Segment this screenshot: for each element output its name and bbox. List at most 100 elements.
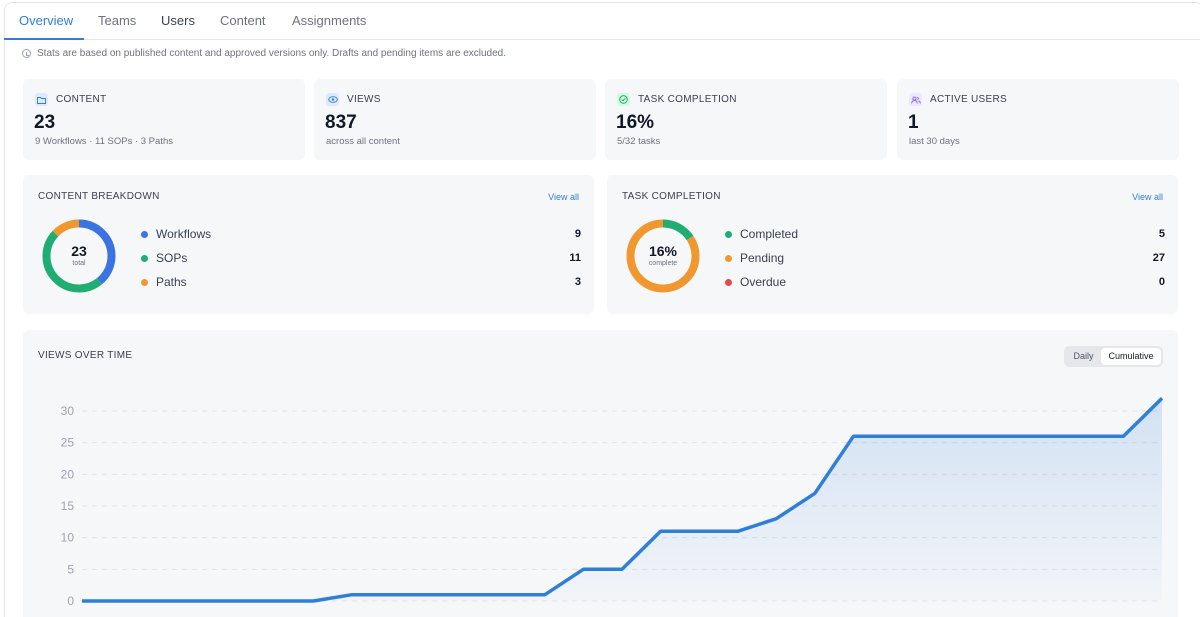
y-tick-label: 25: [61, 436, 75, 450]
data-point: [813, 491, 817, 495]
data-point: [581, 567, 585, 571]
panel-title: VIEWS OVER TIME: [38, 350, 133, 361]
tab-content[interactable]: Content: [220, 13, 266, 28]
stat-subtext: last 30 days: [909, 136, 960, 147]
legend-dot: [141, 230, 148, 238]
y-tick-label: 20: [61, 467, 75, 481]
check-circle-icon: [617, 93, 630, 106]
series-line: [82, 397, 1164, 603]
folder-icon: [35, 93, 48, 106]
data-point: [234, 599, 238, 603]
legend-item: SOPs 11: [141, 250, 581, 266]
legend-label: Pending: [740, 251, 785, 265]
stat-value: 837: [325, 112, 357, 133]
tab-overview[interactable]: Overview: [19, 13, 74, 28]
stat-value: 1: [908, 112, 919, 133]
stat-subtext: 5/32 tasks: [617, 136, 661, 147]
legend-item: Overdue 0: [725, 274, 1165, 290]
donut-caption: total: [72, 260, 86, 267]
data-point: [1121, 434, 1125, 438]
tab-users[interactable]: Users: [161, 13, 195, 28]
donut-percent: 16%: [648, 243, 678, 259]
legend-item: Completed 5: [725, 226, 1165, 242]
legend-item: Workflows 9: [141, 226, 581, 242]
stats-notice-text: Stats are based on published content and…: [37, 48, 506, 59]
legend-value: 3: [574, 276, 581, 288]
content-breakdown-panel: CONTENT BREAKDOWN View all 23 total Work…: [23, 175, 594, 314]
y-tick-label: 10: [61, 531, 75, 545]
data-point: [736, 529, 740, 533]
legend-dot: [725, 278, 732, 286]
panel-title: CONTENT BREAKDOWN: [38, 191, 160, 202]
legend-label: SOPs: [156, 251, 188, 265]
y-tick-label: 5: [67, 562, 74, 576]
stat-subtext: 9 Workflows · 11 SOPs · 3 Paths: [35, 136, 173, 147]
legend-value: 27: [1152, 252, 1165, 264]
legend-label: Paths: [156, 275, 187, 289]
legend-dot: [141, 278, 148, 286]
stats-notice: Stats are based on published content and…: [22, 48, 506, 59]
tab-assignments[interactable]: Assignments: [292, 13, 367, 28]
legend-item: Paths 3: [141, 274, 581, 290]
stat-card-active-users: ACTIVE USERS 1 last 30 days: [897, 79, 1179, 160]
legend-label: Overdue: [740, 275, 787, 289]
stat-label: VIEWS: [347, 94, 381, 105]
tab-teams[interactable]: Teams: [98, 13, 137, 28]
view-all-link[interactable]: View all: [548, 192, 579, 202]
data-point: [350, 593, 354, 597]
data-point: [1044, 434, 1048, 438]
cumulative-toggle-button[interactable]: Cumulative: [1101, 348, 1161, 365]
daily-toggle-button[interactable]: Daily: [1073, 351, 1094, 361]
views-line-chart: 0 5 10 15 20 25 30: [61, 396, 1164, 608]
data-point: [697, 529, 701, 533]
data-point: [1083, 434, 1087, 438]
stat-value: 23: [34, 112, 56, 133]
views-over-time-panel: VIEWS OVER TIME Daily Cumulative 0 5 10 15 2…: [23, 330, 1178, 617]
data-point: [80, 599, 84, 603]
stat-subtext: across all content: [326, 136, 400, 147]
eye-icon: [326, 93, 339, 106]
stat-label: ACTIVE USERS: [930, 94, 1007, 105]
stat-label: CONTENT: [56, 94, 107, 105]
donut-segment-pending: [626, 219, 700, 293]
users-icon: [909, 93, 922, 106]
donut-segment-paths: [42, 219, 116, 293]
legend-dot: [725, 254, 732, 262]
data-point: [1160, 396, 1164, 400]
legend-value: 11: [569, 252, 581, 264]
data-point: [543, 593, 547, 597]
data-point: [157, 599, 161, 603]
data-point: [620, 567, 624, 571]
legend-value: 0: [1158, 276, 1165, 288]
donut-total: 23: [71, 243, 87, 259]
data-point: [466, 593, 470, 597]
tab-bar: Overview Teams Users Content Assignments: [4, 2, 1200, 40]
donut-center: 16% complete: [625, 218, 701, 294]
stat-value: 16%: [616, 112, 655, 133]
stat-card-task-completion: TASK COMPLETION 16% 5/32 tasks: [605, 79, 887, 160]
legend-dot: [141, 254, 148, 262]
data-point: [774, 517, 778, 521]
series-area-fill: [82, 398, 1162, 601]
stat-card-content: CONTENT 23 9 Workflows · 11 SOPs · 3 Pat…: [23, 79, 305, 160]
task-completion-panel: TASK COMPLETION View all 16% complete Co…: [607, 175, 1178, 314]
data-point: [967, 434, 971, 438]
view-all-link[interactable]: View all: [1132, 192, 1163, 202]
data-point: [311, 599, 315, 603]
y-tick-label: 30: [61, 404, 75, 418]
data-point: [1006, 434, 1010, 438]
data-point: [851, 434, 855, 438]
donut-caption: complete: [648, 260, 678, 267]
donut-center: 23 total: [41, 218, 117, 294]
donut-segment-sops: [42, 219, 116, 293]
data-point: [196, 599, 200, 603]
content-donut-chart: [42, 219, 116, 293]
task-donut-chart: [626, 219, 700, 293]
view-mode-toggle: Daily Cumulative: [1064, 346, 1163, 367]
active-tab-indicator: [4, 38, 84, 40]
data-point: [890, 434, 894, 438]
data-point: [504, 593, 508, 597]
y-tick-label: 0: [67, 594, 74, 608]
stat-card-views: VIEWS 837 across all content: [314, 79, 596, 160]
panel-title: TASK COMPLETION: [622, 191, 721, 202]
